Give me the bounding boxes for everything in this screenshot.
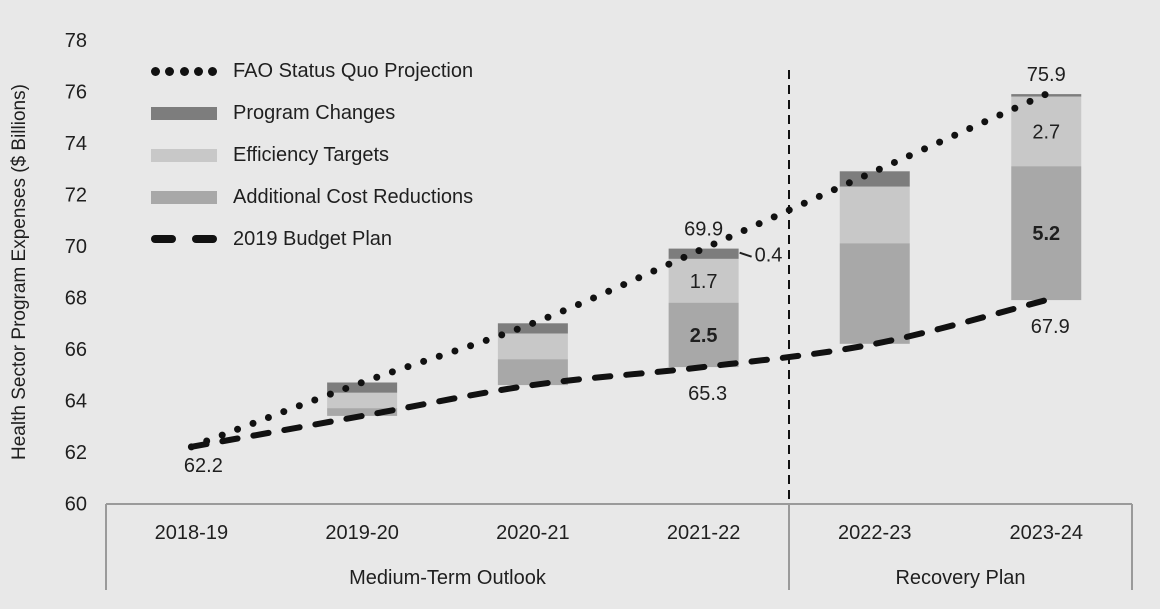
bar-segment-additional-cost-reductions [1011, 166, 1082, 301]
bar-segment-program-changes [497, 323, 568, 334]
legend-item-efficiency-targets: Efficiency Targets [151, 134, 473, 176]
bar-segment-additional-cost-reductions [327, 408, 398, 416]
efficiency-targets-swatch-icon [151, 148, 217, 162]
legend: FAO Status Quo Projection Program Change… [151, 50, 473, 260]
bar-segment-efficiency-targets [327, 392, 398, 409]
y-tick-label: 72 [65, 185, 87, 207]
program-changes-swatch-icon [151, 106, 217, 120]
legend-label: 2019 Budget Plan [233, 227, 393, 250]
callout-line [739, 251, 752, 258]
data-label: 62.2 [184, 455, 223, 477]
bar-segment-program-changes [327, 382, 398, 393]
bar-segment-program-changes [839, 171, 910, 187]
bar-segment-efficiency-targets [668, 258, 739, 303]
legend-item-program-changes: Program Changes [151, 92, 473, 134]
bar-segment-additional-cost-reductions [668, 302, 739, 368]
data-label: 0.4 [755, 245, 783, 267]
category-label: 2019-20 [325, 522, 398, 544]
legend-label: Efficiency Targets [233, 143, 390, 166]
y-tick-label: 62 [65, 442, 87, 464]
bar-segment-additional-cost-reductions [497, 359, 568, 386]
y-tick-label: 74 [65, 133, 87, 155]
fao-status-quo-projection-line [187, 90, 1050, 451]
legend-item-additional-cost-reductions: Additional Cost Reductions [151, 176, 473, 218]
y-tick-label: 66 [65, 339, 87, 361]
category-label: 2022-23 [838, 522, 911, 544]
category-label: 2018-19 [155, 522, 228, 544]
category-label: 2021-22 [667, 522, 740, 544]
y-tick-label: 64 [65, 391, 87, 413]
data-label: 2.5 [690, 325, 718, 347]
bar-segment-efficiency-targets [497, 333, 568, 360]
dashed-line-icon [151, 235, 217, 243]
data-label: 5.2 [1032, 223, 1060, 245]
y-tick-label: 68 [65, 288, 87, 310]
category-group-label: Recovery Plan [895, 567, 1025, 589]
y-tick-label: 76 [65, 82, 87, 104]
category-group-label: Medium-Term Outlook [349, 567, 547, 589]
data-label: 69.9 [684, 219, 723, 241]
data-label: 67.9 [1031, 316, 1070, 338]
y-tick-label: 60 [65, 494, 87, 516]
dotted-line-icon [151, 66, 217, 76]
data-label: 2.7 [1032, 121, 1060, 143]
bar-segment-efficiency-targets [839, 186, 910, 244]
data-label: 1.7 [690, 271, 718, 293]
legend-label: Program Changes [233, 101, 396, 124]
legend-item-fao-status-quo-projection: FAO Status Quo Projection [151, 50, 473, 92]
legend-label: Additional Cost Reductions [233, 185, 474, 208]
y-axis-title: Health Sector Program Expenses ($ Billio… [9, 84, 30, 460]
legend-item-2019-budget-plan: 2019 Budget Plan [151, 218, 473, 260]
y-tick-label: 78 [65, 30, 87, 52]
y-tick-label: 70 [65, 236, 87, 258]
data-label: 65.3 [688, 383, 727, 405]
data-label: 75.9 [1027, 64, 1066, 86]
bar-segment-additional-cost-reductions [839, 243, 910, 344]
legend-label: FAO Status Quo Projection [233, 59, 474, 82]
additional-cost-reductions-swatch-icon [151, 190, 217, 204]
bar-segment-program-changes [668, 248, 739, 259]
category-label: 2020-21 [496, 522, 569, 544]
2019-budget-plan-line [188, 297, 1050, 450]
bar-segment-efficiency-targets [1011, 96, 1082, 167]
category-label: 2023-24 [1010, 522, 1083, 544]
